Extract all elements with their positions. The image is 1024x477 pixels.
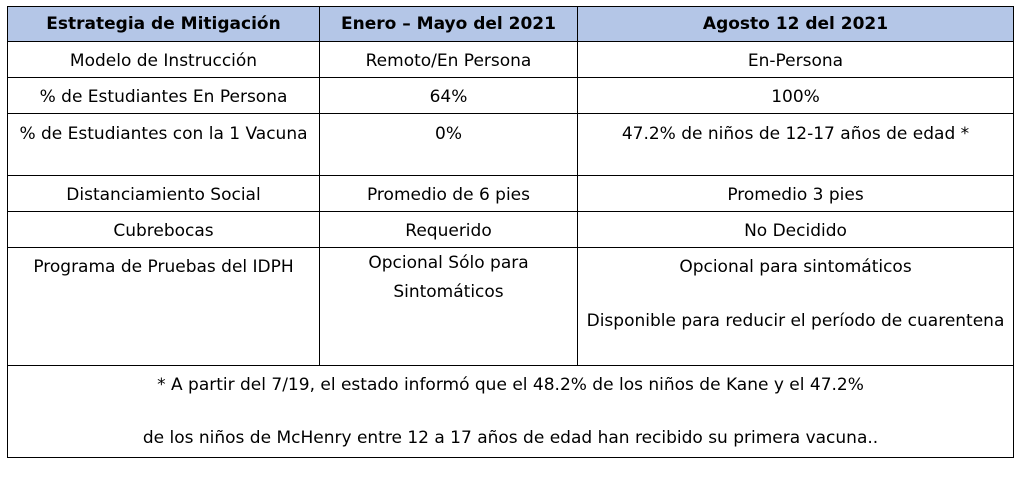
row-cell: 0%: [319, 113, 578, 176]
header-aug-12: Agosto 12 del 2021: [577, 6, 1014, 42]
row-cell: En-Persona: [577, 41, 1014, 78]
row-cell: No Decidido: [577, 211, 1014, 248]
row-cell-line: Disponible para reducir el período de cu…: [586, 311, 1005, 331]
header-strategy: Estrategia de Mitigación: [7, 6, 320, 42]
table-header-row: Estrategia de Mitigación Enero – Mayo de…: [7, 6, 1014, 42]
footnote-row: * A partir del 7/19, el estado informó q…: [7, 365, 1014, 458]
row-label: % de Estudiantes con la 1 Vacuna: [7, 113, 320, 176]
row-cell: Promedio de 6 pies: [319, 175, 578, 212]
footnote-line: de los niños de McHenry entre 12 a 17 añ…: [142, 428, 879, 448]
row-cell: 64%: [319, 77, 578, 114]
row-cell-line: Opcional para sintomáticos: [679, 257, 912, 277]
table-row: Distanciamiento Social Promedio de 6 pie…: [7, 175, 1014, 212]
table-row: % de Estudiantes con la 1 Vacuna 0% 47.2…: [7, 113, 1014, 176]
row-label: % de Estudiantes En Persona: [7, 77, 320, 114]
header-jan-may: Enero – Mayo del 2021: [319, 6, 578, 42]
table-row: Modelo de Instrucción Remoto/En Persona …: [7, 41, 1014, 78]
row-cell: Promedio 3 pies: [577, 175, 1014, 212]
row-cell-multiline: Opcional para sintomáticos Disponible pa…: [577, 247, 1014, 366]
row-cell: Remoto/En Persona: [319, 41, 578, 78]
table-row: Programa de Pruebas del IDPH Opcional Só…: [7, 247, 1014, 366]
row-cell: Requerido: [319, 211, 578, 248]
row-cell: 100%: [577, 77, 1014, 114]
table-row: % de Estudiantes En Persona 64% 100%: [7, 77, 1014, 114]
row-cell: Opcional Sólo para Sintomáticos: [319, 247, 578, 366]
row-label: Modelo de Instrucción: [7, 41, 320, 78]
footnote: * A partir del 7/19, el estado informó q…: [7, 365, 1014, 458]
footnote-line: * A partir del 7/19, el estado informó q…: [157, 375, 864, 395]
row-label: Programa de Pruebas del IDPH: [7, 247, 320, 366]
row-label: Distanciamiento Social: [7, 175, 320, 212]
row-cell: 47.2% de niños de 12-17 años de edad *: [577, 113, 1014, 176]
mitigation-table: Estrategia de Mitigación Enero – Mayo de…: [7, 6, 1014, 458]
row-label: Cubrebocas: [7, 211, 320, 248]
table-row: Cubrebocas Requerido No Decidido: [7, 211, 1014, 248]
